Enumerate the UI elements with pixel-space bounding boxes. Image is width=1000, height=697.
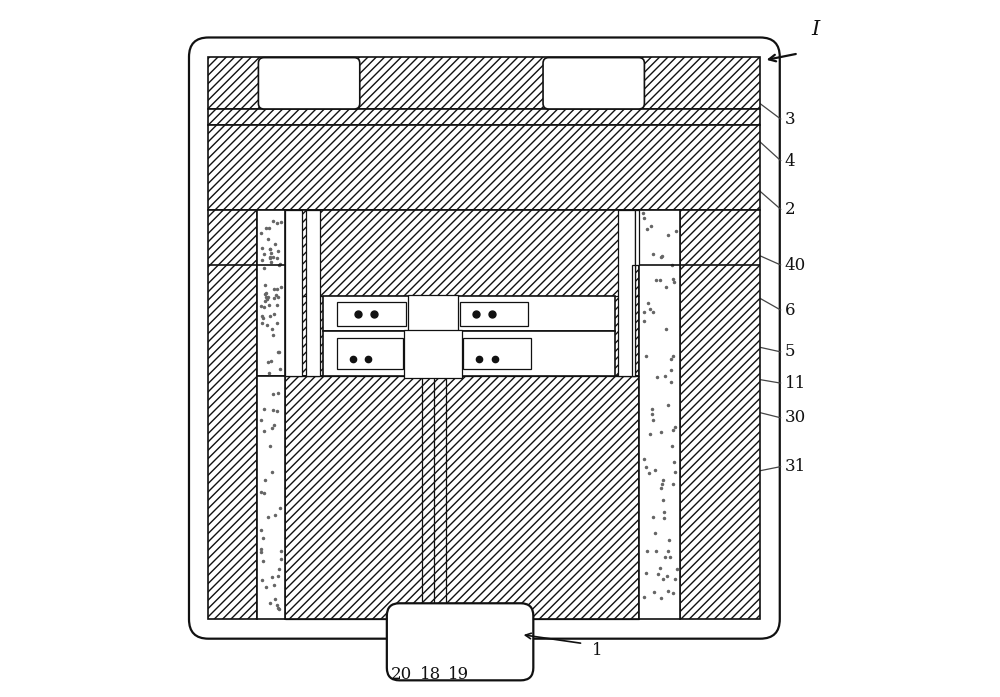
Text: 2: 2	[785, 201, 795, 218]
Bar	[285, 210, 302, 376]
FancyBboxPatch shape	[258, 58, 360, 109]
Bar	[208, 125, 760, 210]
Bar	[632, 265, 635, 376]
Bar	[337, 338, 403, 369]
Bar	[208, 57, 760, 109]
Text: I: I	[812, 20, 820, 38]
Bar	[208, 210, 257, 619]
Bar	[463, 338, 531, 369]
Text: 30: 30	[785, 409, 806, 427]
Bar	[257, 376, 285, 619]
Bar	[680, 210, 760, 619]
FancyBboxPatch shape	[189, 38, 780, 638]
Text: 20: 20	[391, 666, 412, 683]
Text: 6: 6	[785, 302, 795, 319]
Bar	[460, 302, 528, 325]
Bar	[323, 296, 615, 331]
Bar	[208, 109, 760, 125]
Text: 3: 3	[785, 111, 795, 128]
Bar	[635, 210, 639, 265]
Text: 18: 18	[420, 666, 441, 683]
Text: 1: 1	[592, 642, 603, 659]
Text: 11: 11	[785, 375, 806, 392]
Bar	[639, 210, 680, 619]
Text: 4: 4	[785, 153, 795, 169]
Bar	[323, 331, 615, 376]
Bar	[618, 210, 635, 376]
Text: 5: 5	[785, 344, 795, 360]
Bar	[285, 376, 639, 619]
Bar	[337, 302, 406, 325]
Bar	[408, 295, 458, 332]
Bar	[257, 210, 285, 376]
Bar	[404, 330, 462, 378]
FancyBboxPatch shape	[387, 604, 533, 680]
Bar	[306, 210, 320, 376]
Text: 19: 19	[448, 666, 469, 683]
FancyBboxPatch shape	[543, 58, 644, 109]
Text: 40: 40	[785, 256, 806, 274]
Text: 31: 31	[785, 458, 806, 475]
Bar	[285, 210, 639, 376]
